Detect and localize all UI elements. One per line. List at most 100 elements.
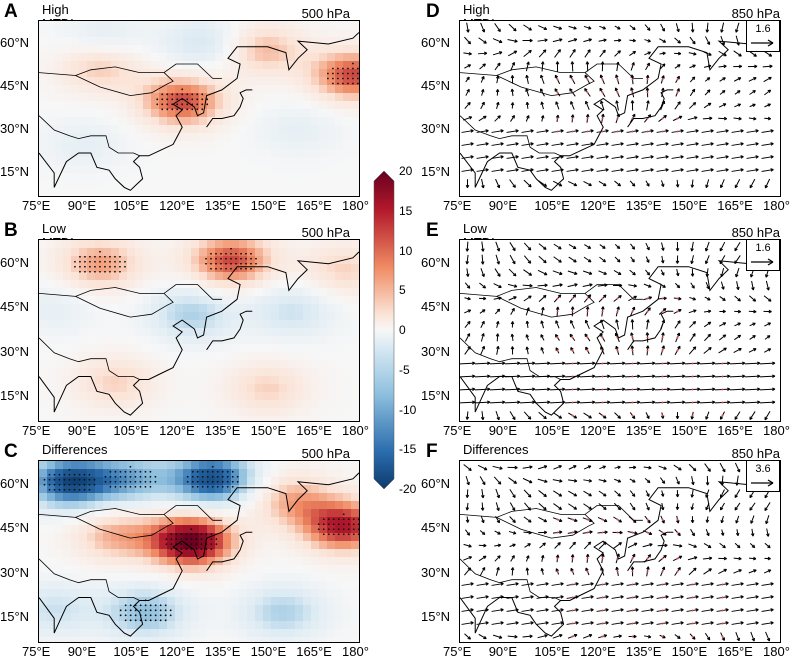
significance-dot	[119, 480, 122, 483]
wind-vector	[464, 333, 471, 342]
wind-vector	[704, 241, 710, 252]
heat-cell	[239, 573, 248, 582]
heat-cell	[231, 493, 240, 502]
heat-cell	[79, 93, 88, 102]
wind-vector	[555, 61, 560, 72]
heat-cell	[47, 621, 56, 630]
heat-cell	[55, 637, 64, 642]
heat-cell	[287, 264, 296, 273]
heat-cell	[79, 29, 88, 38]
heat-cell	[327, 517, 336, 526]
heat-cell	[271, 69, 280, 78]
heat-cell	[175, 256, 184, 265]
wind-vector	[689, 36, 696, 45]
significance-dot	[109, 270, 111, 273]
significance-dot	[317, 528, 320, 531]
heat-cell	[111, 469, 120, 478]
wind-vector	[731, 129, 744, 133]
wind-vector	[705, 255, 710, 265]
wind-vector	[598, 38, 607, 42]
heat-cell	[311, 416, 320, 421]
heat-cell	[351, 384, 359, 393]
heat-cell	[295, 477, 304, 486]
heat-cell	[327, 320, 336, 329]
heat-cell	[183, 509, 192, 518]
heat-cell	[255, 384, 264, 393]
y-tick-label: 15°N	[421, 388, 451, 404]
significance-dot	[601, 130, 604, 133]
heat-cell	[303, 85, 312, 94]
heat-cell	[183, 37, 192, 46]
heat-cell	[103, 149, 112, 158]
significance-dot	[180, 543, 183, 546]
significance-dot	[631, 570, 634, 573]
heat-cell	[159, 336, 168, 345]
heat-cell	[135, 517, 144, 526]
heat-cell	[279, 101, 288, 110]
heat-cell	[207, 280, 216, 289]
x-tick-label: 75°E	[22, 198, 51, 213]
wind-vector	[761, 168, 774, 172]
heat-cell	[303, 461, 312, 470]
heat-cell	[327, 392, 336, 401]
heat-cell	[119, 312, 128, 321]
heat-cell	[271, 416, 280, 421]
significance-dot	[205, 548, 208, 551]
y-tick-label: 15°N	[421, 164, 451, 180]
heat-cell	[79, 557, 88, 566]
wind-vector	[465, 268, 470, 277]
heat-cell	[167, 29, 176, 38]
significance-dot	[586, 130, 589, 133]
significance-dot	[165, 543, 168, 546]
significance-dot	[181, 93, 184, 96]
significance-dot	[571, 570, 574, 573]
heat-cell	[63, 525, 72, 534]
wind-vector	[674, 37, 681, 44]
wind-vector	[568, 244, 577, 250]
significance-dot	[211, 485, 214, 488]
heat-cell	[327, 296, 336, 305]
wind-vector	[659, 51, 666, 56]
heat-cell	[255, 637, 264, 642]
wind-vector	[642, 543, 653, 548]
heat-cell	[247, 605, 256, 614]
heat-cell	[287, 597, 296, 606]
heat-cell	[39, 141, 48, 150]
wind-vector	[465, 475, 470, 486]
heat-cell	[271, 408, 280, 417]
heat-cell	[335, 613, 344, 622]
heat-cell	[319, 256, 328, 265]
heat-cell	[111, 77, 120, 86]
heat-cell	[223, 272, 232, 281]
heat-cell	[111, 493, 120, 502]
x-tick-label: 135°E	[625, 198, 662, 213]
heat-cell	[143, 61, 152, 70]
heat-cell	[39, 485, 48, 494]
wind-vector	[568, 503, 578, 510]
heat-cell	[95, 565, 104, 574]
heat-cell	[55, 416, 64, 421]
heat-cell	[47, 133, 56, 142]
heat-cell	[319, 280, 328, 289]
heat-cell	[47, 525, 56, 534]
y-tick-label: 60°N	[0, 34, 30, 50]
heat-cell	[303, 125, 312, 134]
significance-dot	[134, 619, 137, 622]
wind-vector	[749, 103, 756, 108]
heat-cell	[47, 264, 56, 273]
significance-dot	[337, 533, 340, 536]
significance-dot	[201, 98, 204, 101]
heat-cell	[311, 493, 320, 502]
wind-vector	[464, 309, 472, 314]
heat-cell	[63, 629, 72, 638]
heat-cell	[143, 240, 152, 249]
heat-cell	[127, 384, 136, 393]
heat-cell	[223, 133, 232, 142]
heat-cell	[343, 493, 352, 502]
heat-cell	[175, 408, 184, 417]
heat-cell	[351, 117, 359, 126]
heat-cell	[215, 565, 224, 574]
coastline	[206, 531, 253, 572]
wind-vector	[702, 116, 713, 121]
significance-dot	[601, 622, 604, 625]
